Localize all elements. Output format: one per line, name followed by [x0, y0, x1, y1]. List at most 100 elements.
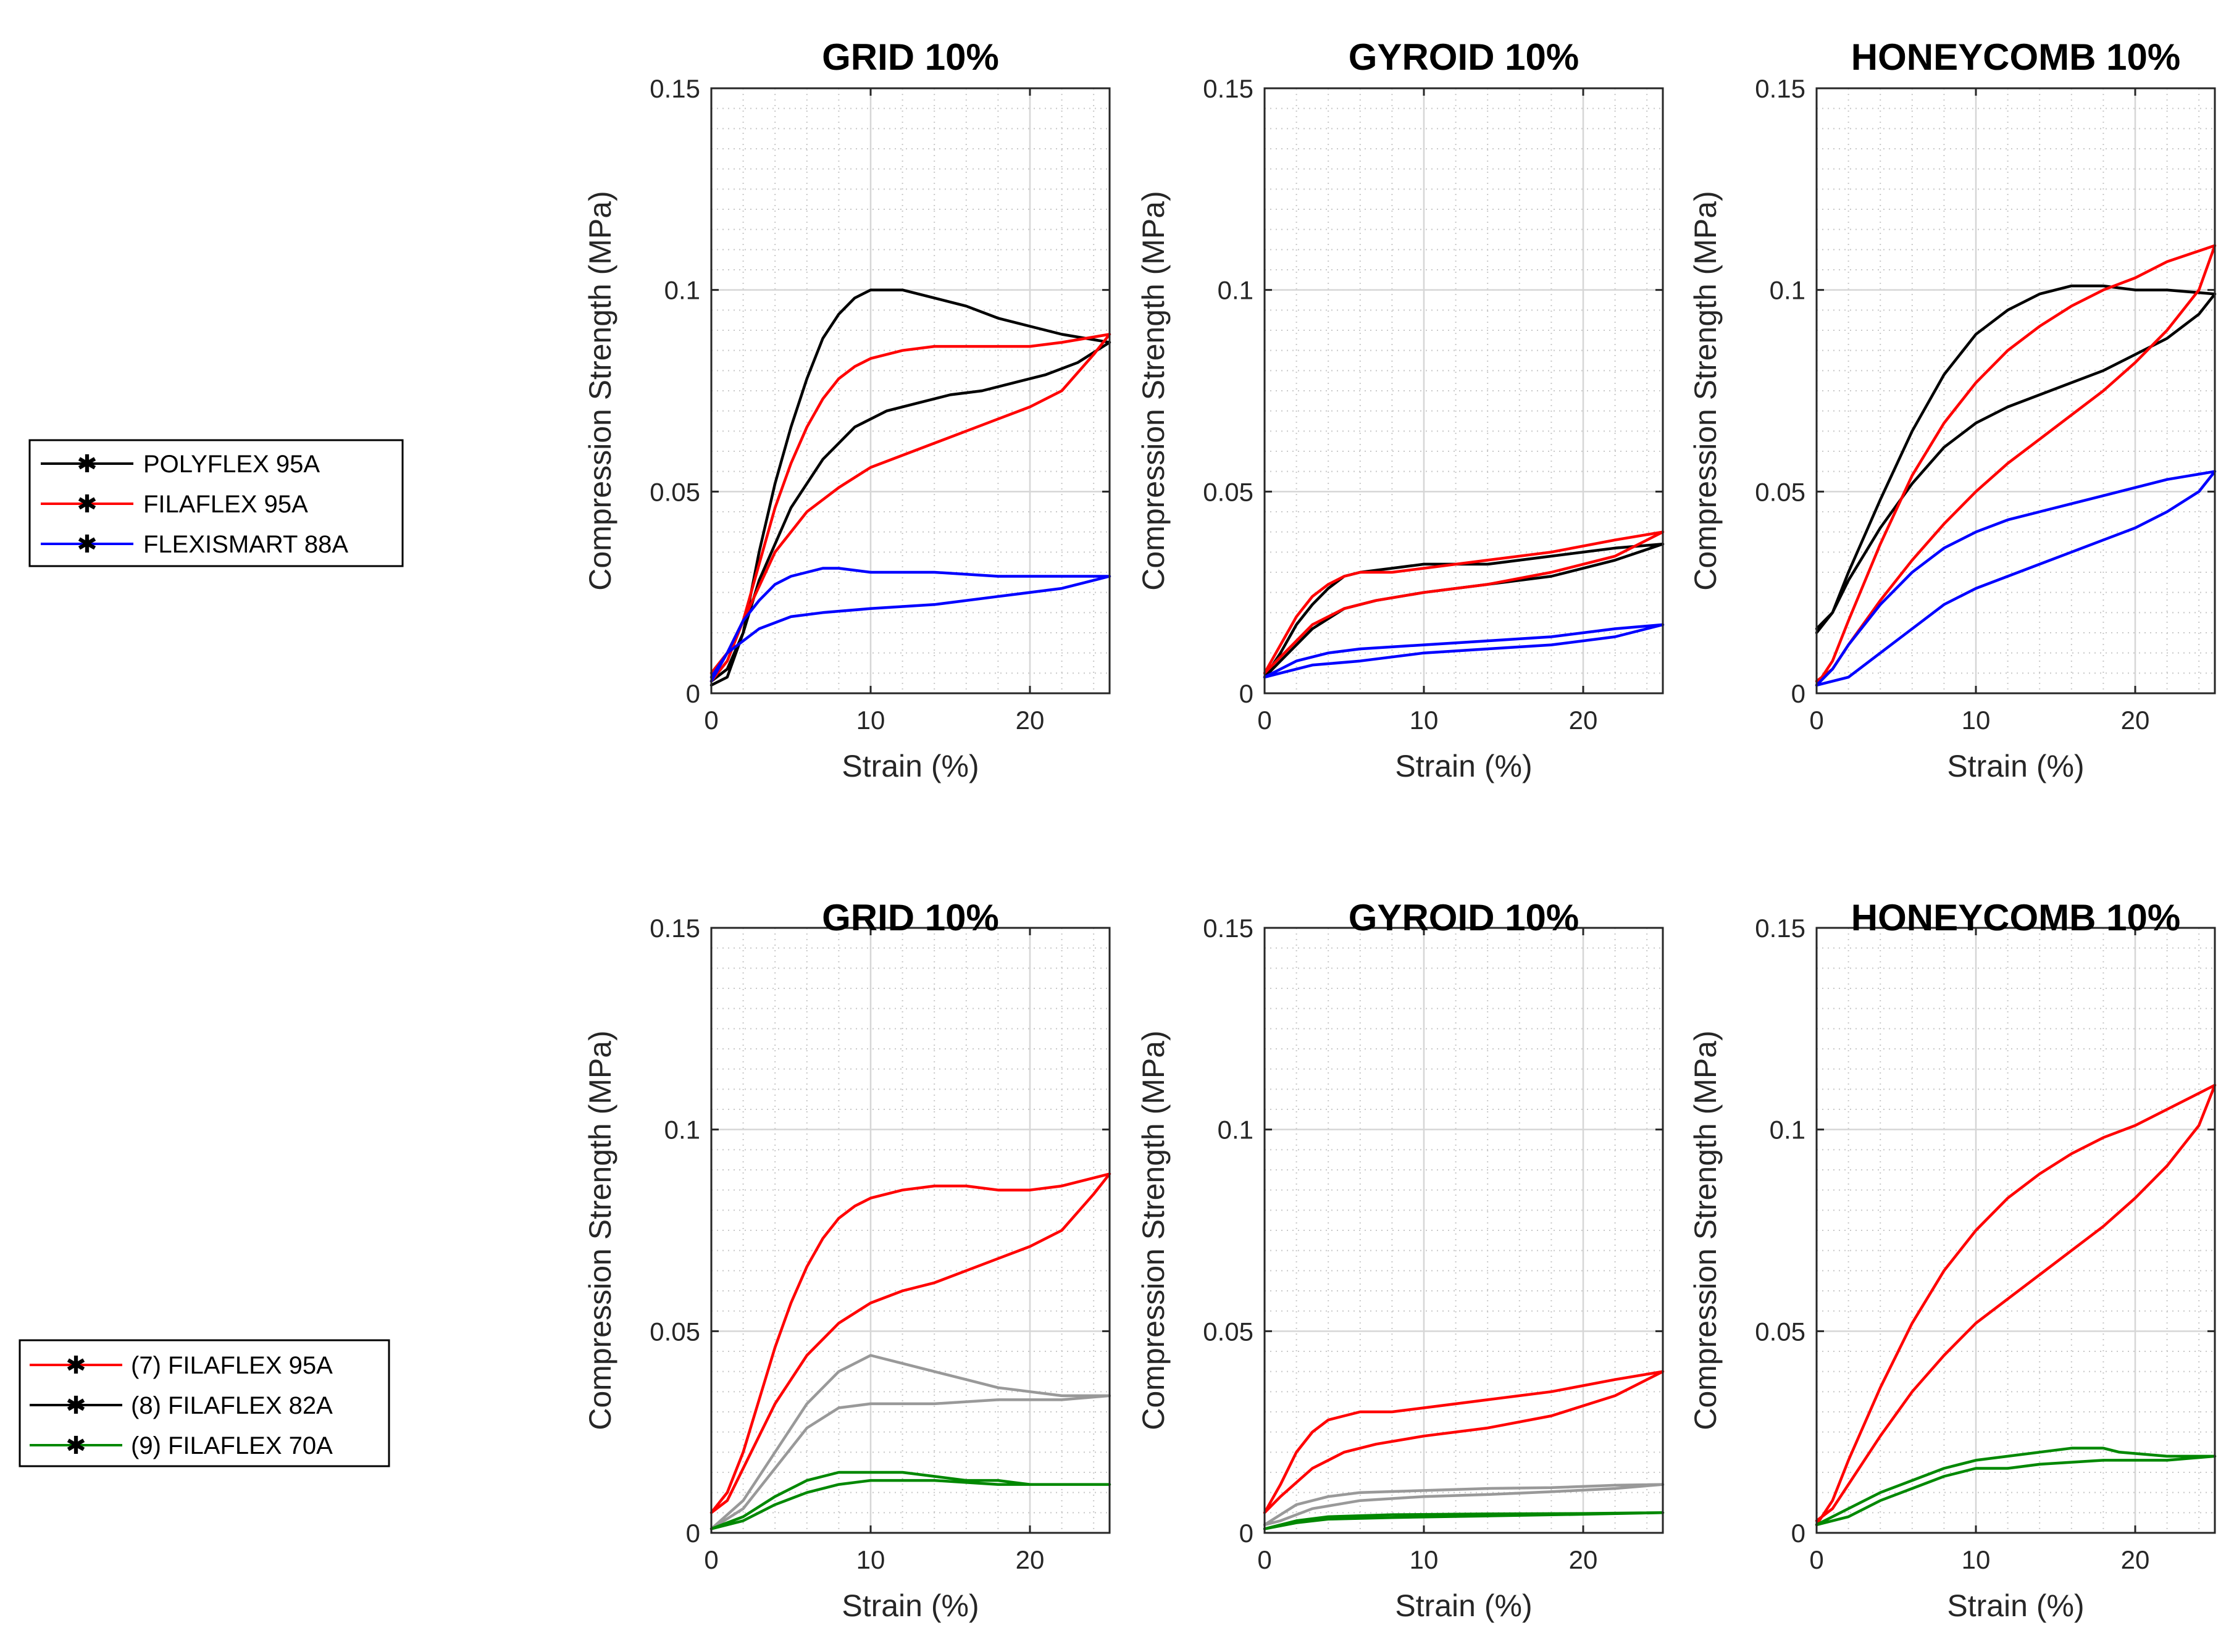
series-line-1: [709, 1354, 1111, 1530]
series-line-1: [1815, 244, 2217, 687]
x-tick-label: 20: [1569, 1545, 1598, 1574]
plot-area: [1265, 88, 1663, 693]
x-tick-label: 10: [1410, 706, 1439, 735]
series-line-0: [1815, 1083, 2217, 1527]
legend-top-label-2: FLEXISMART 88A: [143, 531, 348, 558]
y-axis-label: Compression Strength (MPa): [1136, 1030, 1171, 1430]
legend-bottom-marker-1: ✱: [65, 1392, 86, 1419]
panel-title: GYROID 10%: [1349, 897, 1579, 938]
chart-panel-0: 0 10 20 0 0.05 0.1 0.15 Strain (%) Compression S…: [583, 36, 1111, 783]
legend-top-marker-1: ✱: [77, 491, 98, 518]
x-tick-label: 10: [856, 706, 885, 735]
y-tick-label: 0.05: [650, 1317, 700, 1346]
legend-bottom-entry-0: ✱ (7) FILAFLEX 95A: [30, 1352, 333, 1379]
y-tick-label: 0.05: [1755, 477, 1805, 506]
x-tick-label: 0: [1257, 1545, 1271, 1574]
plot-area: [1265, 928, 1663, 1533]
x-tick-label: 10: [1410, 1545, 1439, 1574]
y-tick-label: 0.1: [1218, 276, 1253, 305]
x-tick-label: 0: [1257, 706, 1271, 735]
chart-panel-1: 0 10 20 0 0.05 0.1 0.15 Strain (%) Compression S…: [1136, 36, 1665, 783]
y-tick-label: 0.1: [1770, 1116, 1805, 1145]
plot-area: [711, 928, 1110, 1533]
series-line-1: [709, 333, 1111, 683]
x-tick-label: 0: [704, 706, 718, 735]
panel-title: GRID 10%: [822, 36, 999, 78]
axes-box: [710, 87, 1111, 695]
y-tick-label: 0: [686, 679, 700, 708]
legend-bottom-marker-0: ✱: [65, 1352, 86, 1379]
legend-top-entry-0: ✱ POLYFLEX 95A: [41, 451, 320, 478]
y-tick-label: 0.15: [650, 914, 700, 943]
y-tick-label: 0.15: [1203, 914, 1253, 943]
chart-panel-3: 0 10 20 0 0.05 0.1 0.15 Strain (%) Compression S…: [583, 897, 1111, 1623]
legend-bottom-label-1: (8) FILAFLEX 82A: [131, 1392, 333, 1419]
axes-box: [1815, 927, 2216, 1534]
plot-area: [711, 88, 1110, 693]
series-line-2: [1815, 1446, 2217, 1527]
axes-box: [1263, 927, 1664, 1534]
y-tick-label: 0.05: [1203, 1317, 1253, 1346]
y-axis-label: Compression Strength (MPa): [583, 1030, 617, 1430]
y-tick-label: 0.15: [1755, 74, 1805, 103]
legend-top-marker-0: ✱: [77, 451, 98, 478]
x-axis-label: Strain (%): [842, 749, 979, 783]
x-axis-label: Strain (%): [1947, 1588, 2084, 1623]
y-tick-label: 0: [1239, 1519, 1253, 1548]
panel-title: HONEYCOMB 10%: [1851, 36, 2180, 78]
series-line-0: [709, 1172, 1111, 1514]
x-tick-label: 10: [1962, 1545, 1991, 1574]
x-tick-label: 10: [1962, 706, 1991, 735]
legend-top-label-0: POLYFLEX 95A: [143, 451, 320, 478]
x-tick-label: 0: [1809, 706, 1823, 735]
axes-box: [1263, 87, 1664, 695]
y-tick-label: 0.15: [1203, 74, 1253, 103]
x-axis-label: Strain (%): [842, 1588, 979, 1623]
x-tick-label: 20: [1569, 706, 1598, 735]
series-line-2: [709, 567, 1111, 683]
y-tick-label: 0.15: [650, 74, 700, 103]
y-axis-label: Compression Strength (MPa): [1688, 1030, 1723, 1430]
legend-bottom: ✱ (7) FILAFLEX 95A ✱ (8) FILAFLEX 82A ✱ …: [19, 1339, 390, 1467]
x-axis-label: Strain (%): [1395, 1588, 1532, 1623]
axes-box: [1815, 87, 2216, 695]
legend-bottom-label-2: (9) FILAFLEX 70A: [131, 1432, 333, 1459]
x-tick-label: 0: [704, 1545, 718, 1574]
series-line-2: [709, 1471, 1111, 1530]
chart-panel-4: 0 10 20 0 0.05 0.1 0.15 Strain (%) Compression S…: [1136, 897, 1665, 1623]
y-tick-label: 0: [1791, 1519, 1805, 1548]
y-tick-label: 0.1: [664, 1116, 700, 1145]
legend-top: ✱ POLYFLEX 95A ✱ FILAFLEX 95A ✱ FLEXISMA…: [28, 439, 404, 567]
legend-top-marker-2: ✱: [77, 531, 98, 558]
y-tick-label: 0.05: [1203, 477, 1253, 506]
legend-top-entry-2: ✱ FLEXISMART 88A: [41, 531, 348, 558]
series-line-0: [1263, 1370, 1665, 1514]
chart-panel-2: 0 10 20 0 0.05 0.1 0.15 Strain (%) Compression S…: [1688, 36, 2217, 783]
x-tick-label: 0: [1809, 1545, 1823, 1574]
legend-bottom-marker-2: ✱: [65, 1432, 86, 1459]
x-tick-label: 20: [2121, 706, 2150, 735]
chart-panels: 0 10 20 0 0.05 0.1 0.15 Strain (%) Compression S…: [583, 36, 2217, 1623]
series-line-0: [709, 288, 1111, 687]
legend-bottom-entry-1: ✱ (8) FILAFLEX 82A: [30, 1392, 333, 1419]
y-tick-label: 0: [686, 1519, 700, 1548]
series-line-0: [1815, 284, 2217, 635]
panel-title: GYROID 10%: [1349, 36, 1579, 78]
legend-top-label-1: FILAFLEX 95A: [143, 491, 308, 518]
y-tick-label: 0.1: [1770, 276, 1805, 305]
panel-title: GRID 10%: [822, 897, 999, 938]
plot-area: [1817, 88, 2215, 693]
legend-top-entry-1: ✱ FILAFLEX 95A: [41, 491, 308, 518]
panel-title: HONEYCOMB 10%: [1851, 897, 2180, 938]
x-tick-label: 20: [1016, 706, 1045, 735]
y-axis-label: Compression Strength (MPa): [583, 191, 617, 590]
chart-panel-5: 0 10 20 0 0.05 0.1 0.15 Strain (%) Compression S…: [1688, 897, 2217, 1623]
x-tick-label: 10: [856, 1545, 885, 1574]
y-tick-label: 0.15: [1755, 914, 1805, 943]
y-tick-label: 0.05: [650, 477, 700, 506]
y-tick-label: 0.05: [1755, 1317, 1805, 1346]
legend-bottom-entry-2: ✱ (9) FILAFLEX 70A: [30, 1432, 333, 1459]
legend-bottom-label-0: (7) FILAFLEX 95A: [131, 1352, 333, 1379]
x-axis-label: Strain (%): [1395, 749, 1532, 783]
x-axis-label: Strain (%): [1947, 749, 2084, 783]
